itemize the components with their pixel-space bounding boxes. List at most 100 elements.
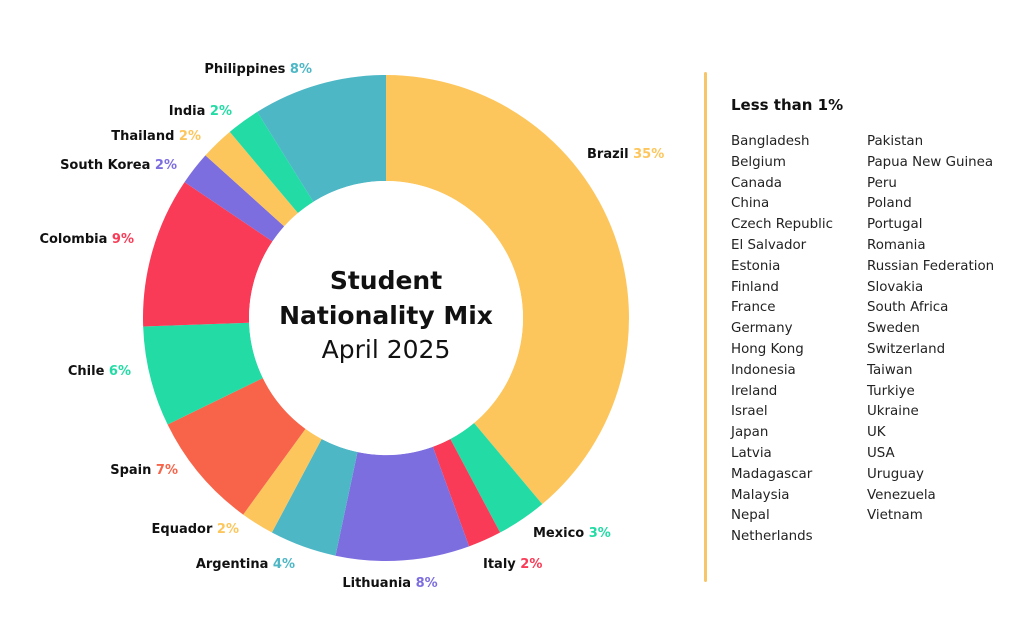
minor-country-item: Switzerland — [867, 341, 946, 357]
slice-value: 4% — [273, 557, 295, 572]
slice-name: Lithuania — [342, 576, 411, 591]
minor-country-item: Pakistan — [867, 134, 924, 149]
minor-country-item: Taiwan — [867, 362, 913, 378]
slice-label: Spain 7% — [110, 463, 178, 478]
minor-country-item: Nepal — [731, 508, 770, 524]
minor-countries-title: Less than 1% — [731, 96, 844, 114]
slice-name: South Korea — [60, 158, 150, 173]
minor-country-item: Russian Federation — [867, 258, 995, 274]
minor-country-item: Vietnam — [867, 508, 923, 524]
minor-country-item: Belgium — [731, 154, 786, 170]
donut-slice — [432, 438, 501, 547]
slice-label: Mexico 3% — [533, 526, 611, 541]
slice-label: South Korea 2% — [60, 158, 177, 173]
donut-slice — [167, 378, 306, 515]
minor-country-item: Madagascar — [731, 466, 813, 482]
slice-label: Argentina 4% — [196, 557, 295, 572]
donut-slices — [143, 75, 629, 562]
minor-countries-right-column: Pakistan Papua New Guinea Peru Poland Portug… — [867, 132, 1024, 548]
minor-country-item: Romania — [867, 237, 926, 253]
minor-country-item: Netherlands — [731, 529, 813, 545]
slice-name: Mexico — [533, 526, 584, 541]
slice-label: Brazil 35% — [587, 147, 664, 162]
minor-countries-columns: Bangladesh Belgium Canada China Czech Republ… — [731, 132, 1024, 548]
slice-value: 3% — [589, 526, 611, 541]
minor-country-item: Hong Kong — [731, 341, 804, 357]
minor-country-item: El Salvador — [731, 237, 807, 253]
minor-country-item: Ireland — [731, 383, 778, 399]
slice-labels: Brazil 35% Mexico 3% Italy 2% Lithuania 8% A… — [39, 62, 664, 591]
slice-value: 35% — [633, 147, 664, 162]
minor-country-item: Czech Republic — [731, 217, 833, 233]
minor-country-item: Poland — [867, 196, 912, 212]
slice-label: Italy 2% — [483, 557, 542, 572]
slice-value: 2% — [179, 129, 201, 144]
slice-value: 2% — [217, 522, 239, 537]
minor-country-item: Ukraine — [867, 404, 919, 420]
chart-title-line: Student — [330, 266, 442, 295]
divider — [704, 72, 707, 582]
slice-label: Thailand 2% — [111, 129, 201, 144]
chart-subtitle: April 2025 — [322, 335, 451, 364]
donut-slice — [243, 428, 322, 533]
slice-name: Equador — [152, 522, 213, 537]
donut-slice — [335, 446, 470, 562]
slice-name: India — [169, 104, 206, 119]
slice-name: Brazil — [587, 147, 629, 162]
slice-label: India 2% — [169, 104, 232, 119]
minor-country-item: Venezuela — [867, 487, 936, 503]
slice-name: Argentina — [196, 557, 269, 572]
minor-country-item: Canada — [731, 175, 782, 191]
minor-country-item: Israel — [731, 404, 768, 420]
minor-country-item: Peru — [867, 175, 897, 191]
minor-country-item: South Africa — [867, 300, 949, 316]
minor-country-item: China — [731, 196, 770, 212]
minor-country-item: Portugal — [867, 217, 923, 233]
minor-country-item: Turkiye — [867, 383, 915, 399]
donut-slice — [143, 322, 263, 425]
minor-country-item: Finland — [731, 279, 779, 295]
slice-name: Italy — [483, 557, 516, 572]
donut-slice — [386, 75, 629, 505]
slice-name: Chile — [68, 364, 105, 379]
slice-value: 2% — [210, 104, 232, 119]
minor-country-item: Indonesia — [731, 362, 796, 378]
slice-value: 9% — [112, 232, 134, 247]
minor-country-item: UK — [867, 425, 886, 441]
minor-country-item: Slovakia — [867, 279, 924, 295]
minor-country-item: Malaysia — [731, 487, 790, 503]
slice-value: 8% — [416, 576, 438, 591]
slice-value: 8% — [290, 62, 312, 77]
minor-country-item: Germany — [731, 321, 793, 337]
donut-hole — [249, 181, 523, 455]
donut-slice — [143, 182, 273, 327]
chart-title: Student Nationality Mix — [279, 266, 493, 330]
slice-label: Philippines 8% — [204, 62, 312, 77]
donut-slice — [205, 131, 298, 227]
slice-label: Colombia 9% — [39, 232, 134, 247]
donut-slice — [257, 75, 386, 202]
slice-value: 2% — [520, 557, 542, 572]
slice-name: Thailand — [111, 129, 174, 144]
slice-label: Lithuania 8% — [342, 576, 437, 591]
minor-country-item: Estonia — [731, 258, 781, 274]
slice-label: Equador 2% — [152, 522, 239, 537]
slice-value: 7% — [156, 463, 178, 478]
slice-name: Philippines — [204, 62, 285, 77]
slice-value: 2% — [155, 158, 177, 173]
donut-slice — [184, 155, 285, 242]
minor-countries-panel: Less than 1% Bangladesh Belgium Canada Chin… — [731, 96, 1024, 548]
donut-slice — [271, 438, 358, 556]
minor-country-item: Sweden — [867, 321, 920, 337]
donut-slice — [450, 422, 543, 533]
minor-country-item: France — [731, 300, 776, 316]
slice-value: 6% — [109, 364, 131, 379]
minor-country-item: Japan — [731, 425, 769, 441]
minor-country-item: Latvia — [731, 445, 772, 461]
minor-country-item: Papua New Guinea — [867, 154, 994, 170]
chart-title-line: Nationality Mix — [279, 301, 493, 330]
slice-name: Spain — [110, 463, 151, 478]
minor-countries-left-column: Bangladesh Belgium Canada China Czech Republ… — [731, 132, 867, 548]
minor-country-item: USA — [867, 445, 895, 461]
donut-slice — [229, 111, 314, 214]
